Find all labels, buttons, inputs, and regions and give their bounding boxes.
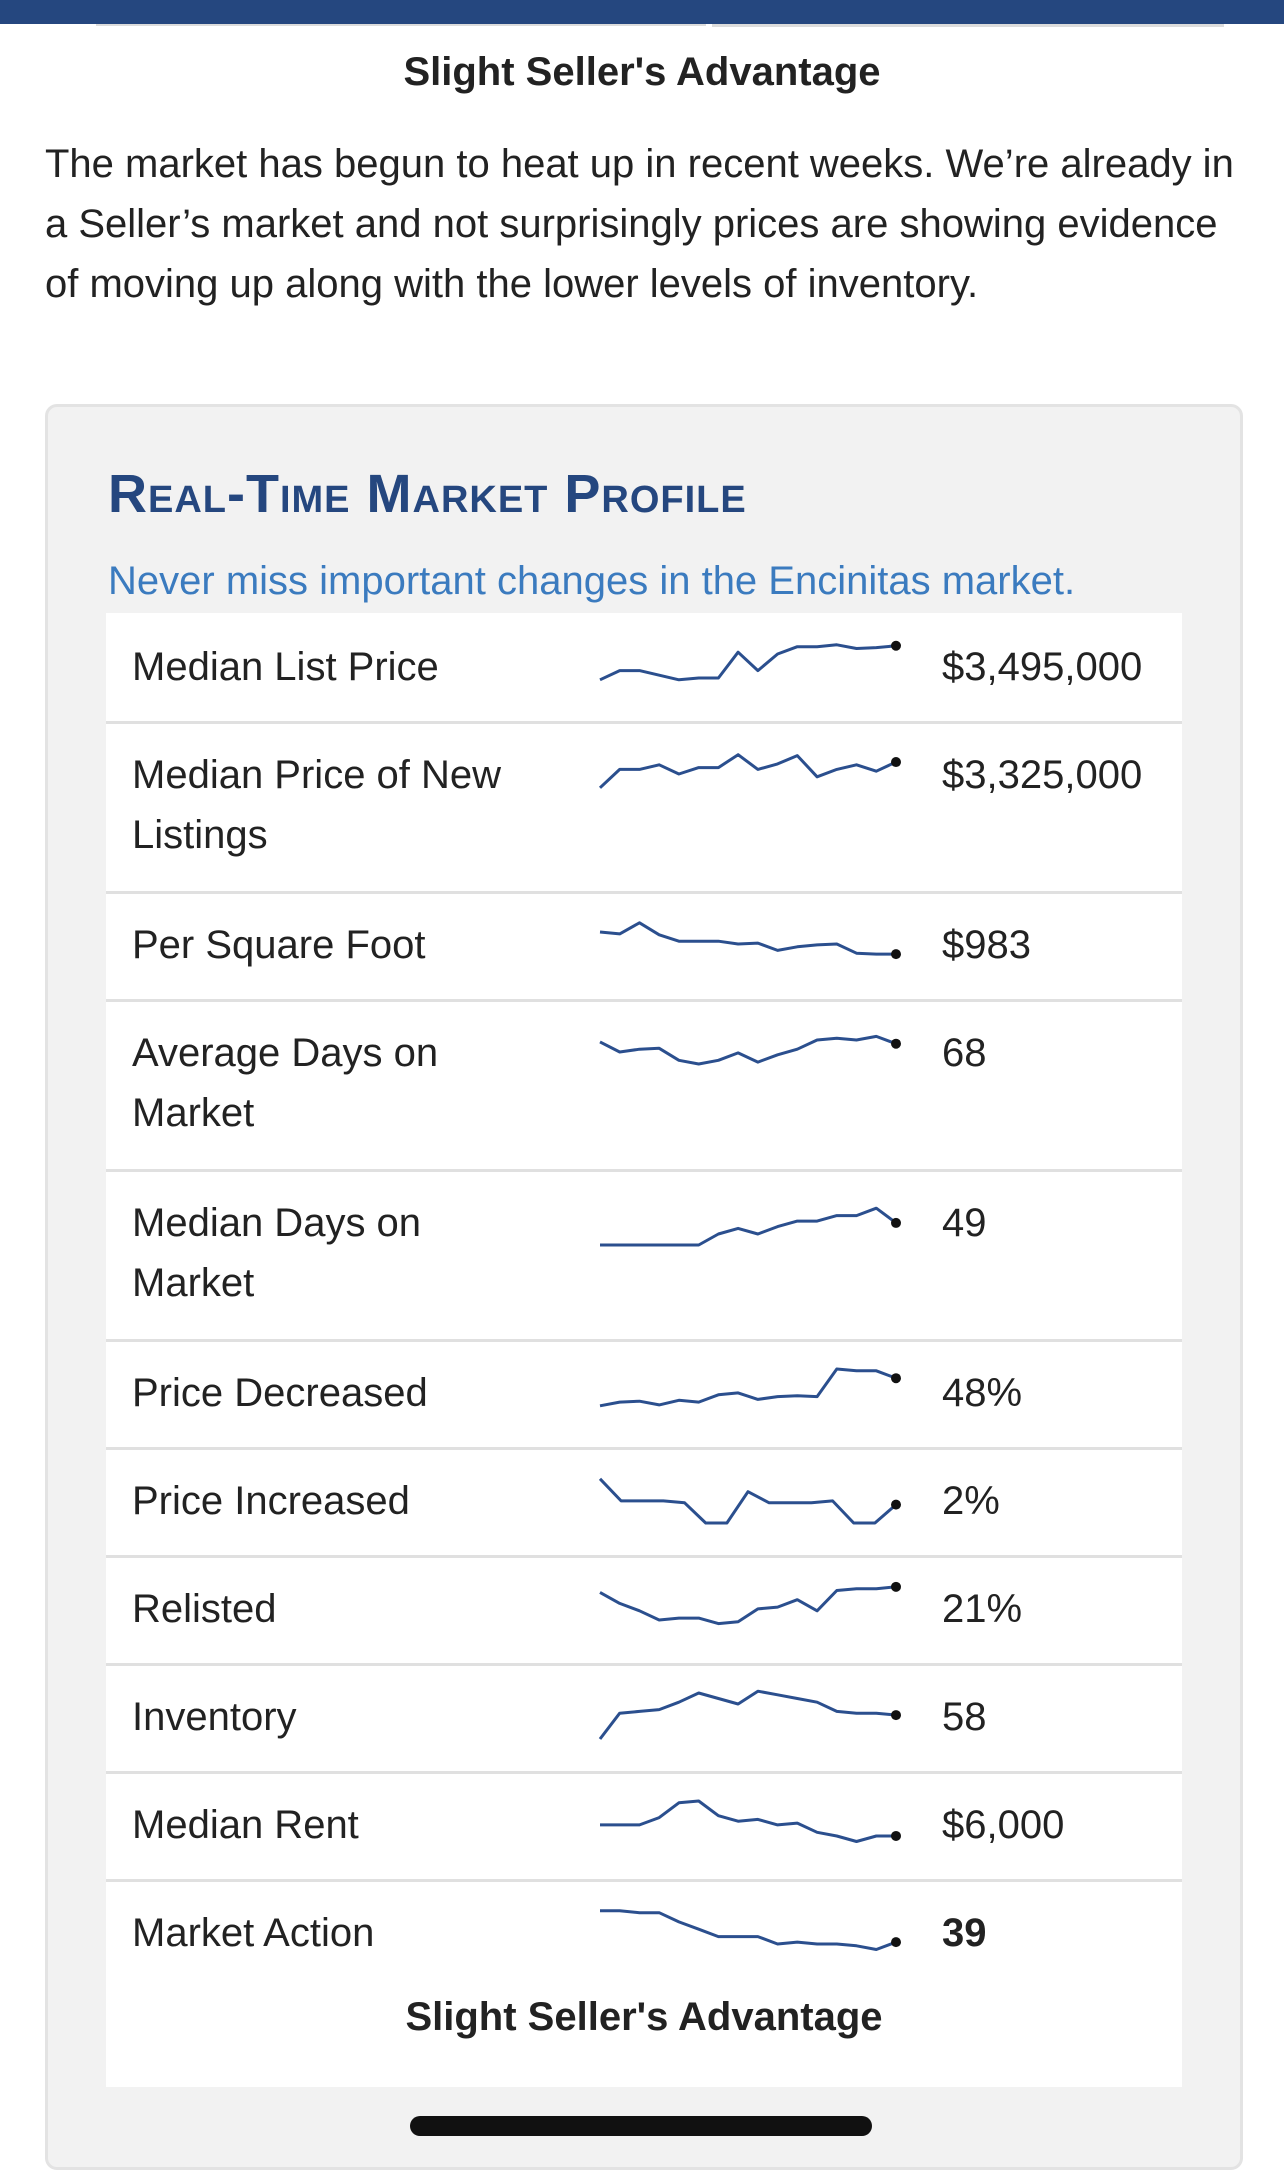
trend-endpoint — [891, 1038, 901, 1049]
card-subtitle[interactable]: Never miss important changes in the Enci… — [108, 559, 1076, 603]
metric-label: Median Days on Market — [132, 1201, 422, 1305]
metric-row: Per Square Foot $983 — [106, 891, 1182, 1002]
market-action-summary: Slight Seller's Advantage — [405, 1995, 883, 2039]
trend-line — [600, 1909, 897, 1951]
top-tab-left[interactable] — [96, 0, 706, 26]
metric-row: Price Decreased 48% — [106, 1339, 1182, 1450]
trend-endpoint — [891, 1217, 901, 1228]
trend-line — [599, 921, 896, 956]
metric-row: Median Price of New Listings $3,325,000 — [106, 721, 1182, 894]
trend-sparkline — [599, 921, 901, 960]
intro-paragraph: The market has begun to heat up in recen… — [45, 142, 1234, 306]
trend-endpoint — [891, 1373, 901, 1384]
trend-line — [599, 1585, 897, 1626]
metric-row: Median List Price $3,495,000 — [106, 613, 1182, 724]
trend-endpoint — [891, 1581, 901, 1592]
metric-row: Median Rent $6,000 — [106, 1771, 1182, 1882]
trend-endpoint — [891, 1830, 901, 1841]
market-profile-table: Median List Price $3,495,000 Median Price … — [106, 613, 1182, 2087]
trend-endpoint — [891, 1937, 901, 1948]
metric-value: 2% — [942, 1479, 1000, 1523]
trend-endpoint — [891, 640, 901, 651]
metric-label: Price Increased — [132, 1479, 410, 1523]
trend-sparkline — [598, 1689, 901, 1740]
metric-value: 58 — [942, 1695, 987, 1739]
trend-line — [599, 643, 897, 682]
metric-value: 21% — [942, 1587, 1023, 1631]
metric-label: Inventory — [132, 1695, 297, 1739]
metric-row: Price Increased 2% — [106, 1447, 1182, 1558]
metric-row: Inventory 58 — [106, 1663, 1182, 1774]
metric-label: Average Days on Market — [132, 1031, 439, 1135]
trend-line — [598, 1689, 897, 1740]
trend-endpoint — [891, 1710, 901, 1721]
metric-row: Average Days on Market 68 — [106, 999, 1182, 1172]
metric-value: $6,000 — [942, 1803, 1065, 1847]
trend-sparkline — [598, 1477, 901, 1525]
metric-value: $983 — [942, 923, 1031, 967]
metric-row: Relisted 21% — [106, 1555, 1182, 1666]
metric-value: 49 — [942, 1201, 987, 1245]
trend-endpoint — [891, 1499, 901, 1510]
trend-sparkline — [598, 753, 901, 789]
trend-sparkline — [599, 1034, 901, 1066]
trend-line — [599, 1034, 897, 1066]
metric-label: Median Price of New Listings — [132, 753, 502, 857]
trend-sparkline — [599, 1581, 901, 1626]
trend-sparkline — [599, 1367, 901, 1408]
card-title: Real-Time Market Profile — [108, 464, 747, 524]
top-tab-right[interactable] — [712, 0, 1224, 27]
trend-sparkline — [600, 1909, 901, 1951]
trend-line — [600, 1206, 897, 1247]
trend-sparkline — [600, 1799, 901, 1843]
trend-line — [598, 753, 897, 789]
metric-label: Median Rent — [132, 1803, 359, 1847]
metric-row: Median Days on Market 49 — [106, 1169, 1182, 1342]
trend-sparkline — [599, 640, 901, 682]
home-indicator — [410, 2116, 872, 2136]
trend-line — [600, 1799, 896, 1843]
metric-label: Market Action — [132, 1911, 375, 1955]
trend-endpoint — [891, 757, 901, 768]
metric-label: Per Square Foot — [132, 923, 426, 967]
metric-label: Median List Price — [132, 645, 439, 689]
market-profile-card: Real-Time Market Profile Never miss impo… — [45, 404, 1243, 2170]
trend-line — [599, 1367, 897, 1408]
metric-value: $3,495,000 — [942, 645, 1143, 689]
metric-label: Relisted — [132, 1587, 277, 1631]
metric-value: 48% — [942, 1371, 1023, 1415]
market-headline: Slight Seller's Advantage — [403, 50, 881, 94]
metric-value: 39 — [942, 1911, 987, 1955]
metric-value: $3,325,000 — [942, 753, 1143, 797]
trend-sparkline — [600, 1206, 901, 1247]
trend-line — [598, 1477, 897, 1525]
metric-label: Price Decreased — [132, 1371, 428, 1415]
metric-row: Market Action 39 — [106, 1879, 1182, 1989]
metric-value: 68 — [942, 1031, 987, 1075]
trend-endpoint — [891, 949, 901, 960]
